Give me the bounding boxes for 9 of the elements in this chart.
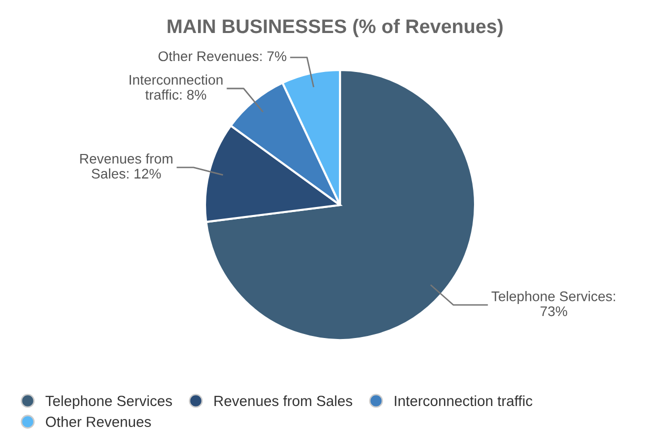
data-label: Other Revenues: 7% [158,50,286,62]
data-label: Interconnection traffic: 8% [130,74,222,100]
data-label: Telephone Services: 73% [492,291,616,316]
legend-label: Interconnection traffic [394,395,532,406]
data-label: Revenues from Sales: 12% [80,153,172,179]
legend-label: Other Revenues [46,416,151,427]
chart-title: MAIN BUSINESSES (% of Revenues) [168,18,503,38]
legend-label: Telephone Services [46,395,172,409]
legend-label: Revenues from Sales [214,395,352,406]
